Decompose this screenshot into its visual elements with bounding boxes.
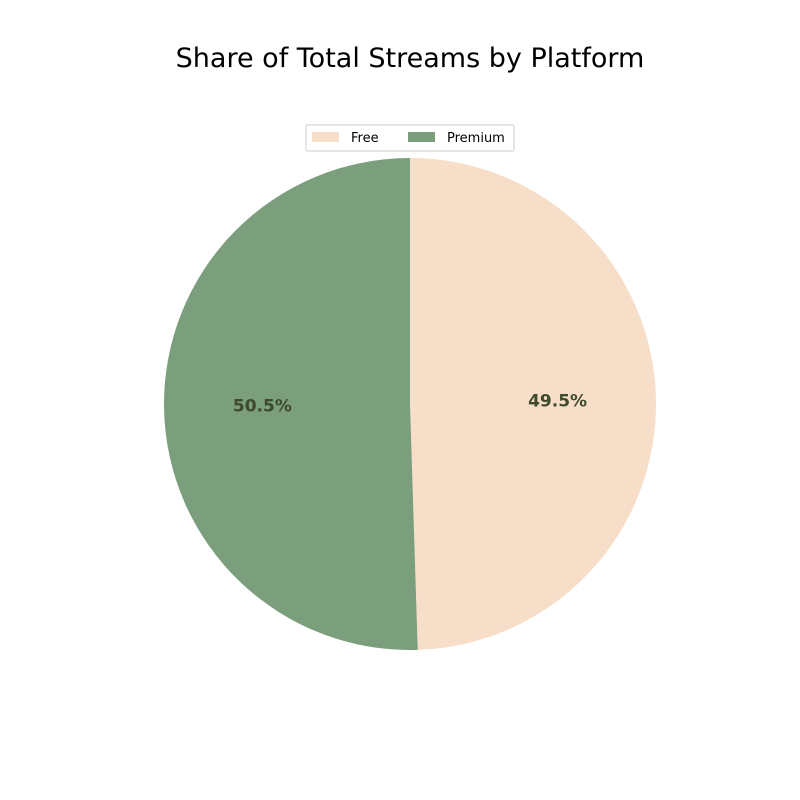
legend-swatch-premium — [408, 132, 435, 142]
pie-slice-premium — [163, 158, 418, 651]
slice-labels: 49.5% 50.5% — [233, 392, 587, 417]
legend-swatch-free — [312, 132, 339, 142]
legend-label-premium: Premium — [447, 131, 505, 146]
pie-slice-free — [410, 158, 656, 650]
slice-label-premium: 50.5% — [233, 396, 292, 416]
slice-label-free: 49.5% — [528, 392, 587, 412]
pie-slices — [163, 158, 656, 651]
legend: Free Premium — [305, 124, 515, 152]
legend-label-free: Free — [351, 131, 379, 146]
chart-title: Share of Total Streams by Platform — [176, 43, 645, 74]
